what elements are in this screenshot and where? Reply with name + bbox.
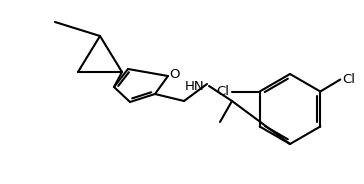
Text: Cl: Cl [217, 85, 230, 98]
Text: Cl: Cl [342, 73, 355, 86]
Text: O: O [170, 68, 180, 81]
Text: HN: HN [185, 79, 205, 93]
